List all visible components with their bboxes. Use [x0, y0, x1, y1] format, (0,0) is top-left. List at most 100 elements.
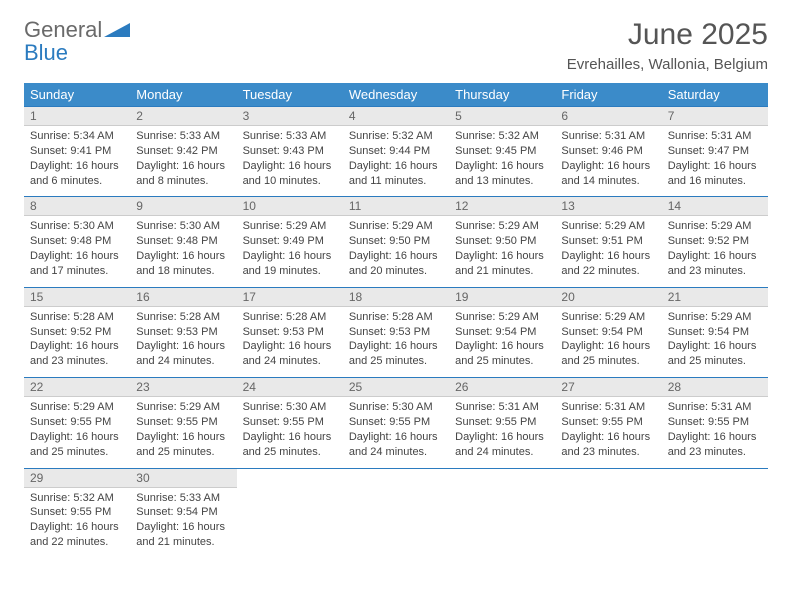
day-detail: Sunrise: 5:29 AMSunset: 9:55 PMDaylight:… [130, 397, 236, 468]
day-number: 26 [449, 378, 555, 397]
day-detail: Sunrise: 5:29 AMSunset: 9:55 PMDaylight:… [24, 397, 130, 468]
brand-text: General Blue [24, 18, 130, 64]
detail-row: Sunrise: 5:32 AMSunset: 9:55 PMDaylight:… [24, 487, 768, 558]
page-header: General Blue June 2025 Evrehailles, Wall… [24, 18, 768, 73]
empty-cell [237, 487, 343, 558]
day-detail: Sunrise: 5:34 AMSunset: 9:41 PMDaylight:… [24, 126, 130, 197]
day-number: 30 [130, 468, 236, 487]
day-detail: Sunrise: 5:29 AMSunset: 9:49 PMDaylight:… [237, 216, 343, 287]
empty-cell [662, 468, 768, 487]
day-detail: Sunrise: 5:33 AMSunset: 9:43 PMDaylight:… [237, 126, 343, 197]
detail-row: Sunrise: 5:28 AMSunset: 9:52 PMDaylight:… [24, 306, 768, 377]
day-number: 25 [343, 378, 449, 397]
day-detail: Sunrise: 5:28 AMSunset: 9:53 PMDaylight:… [343, 306, 449, 377]
daynum-row: 15161718192021 [24, 287, 768, 306]
day-number: 19 [449, 287, 555, 306]
weekday-header: Friday [555, 83, 661, 107]
weekday-header: Sunday [24, 83, 130, 107]
empty-cell [662, 487, 768, 558]
day-detail: Sunrise: 5:28 AMSunset: 9:53 PMDaylight:… [237, 306, 343, 377]
weekday-header: Thursday [449, 83, 555, 107]
day-number: 12 [449, 197, 555, 216]
day-number: 24 [237, 378, 343, 397]
day-number: 5 [449, 107, 555, 126]
day-number: 18 [343, 287, 449, 306]
day-detail: Sunrise: 5:31 AMSunset: 9:47 PMDaylight:… [662, 126, 768, 197]
day-detail: Sunrise: 5:32 AMSunset: 9:55 PMDaylight:… [24, 487, 130, 558]
day-detail: Sunrise: 5:31 AMSunset: 9:55 PMDaylight:… [449, 397, 555, 468]
weekday-header: Monday [130, 83, 236, 107]
day-number: 7 [662, 107, 768, 126]
day-detail: Sunrise: 5:29 AMSunset: 9:52 PMDaylight:… [662, 216, 768, 287]
day-number: 16 [130, 287, 236, 306]
day-detail: Sunrise: 5:33 AMSunset: 9:54 PMDaylight:… [130, 487, 236, 558]
day-number: 3 [237, 107, 343, 126]
page-title: June 2025 [567, 18, 768, 52]
day-detail: Sunrise: 5:31 AMSunset: 9:46 PMDaylight:… [555, 126, 661, 197]
day-detail: Sunrise: 5:30 AMSunset: 9:55 PMDaylight:… [343, 397, 449, 468]
day-detail: Sunrise: 5:29 AMSunset: 9:54 PMDaylight:… [662, 306, 768, 377]
day-number: 13 [555, 197, 661, 216]
daynum-row: 2930 [24, 468, 768, 487]
day-number: 8 [24, 197, 130, 216]
day-number: 23 [130, 378, 236, 397]
day-number: 11 [343, 197, 449, 216]
calendar-table: SundayMondayTuesdayWednesdayThursdayFrid… [24, 83, 768, 558]
brand-part2: Blue [24, 40, 68, 65]
weekday-header: Tuesday [237, 83, 343, 107]
day-number: 22 [24, 378, 130, 397]
day-number: 4 [343, 107, 449, 126]
day-detail: Sunrise: 5:32 AMSunset: 9:44 PMDaylight:… [343, 126, 449, 197]
detail-row: Sunrise: 5:29 AMSunset: 9:55 PMDaylight:… [24, 397, 768, 468]
day-detail: Sunrise: 5:30 AMSunset: 9:55 PMDaylight:… [237, 397, 343, 468]
empty-cell [449, 468, 555, 487]
weekday-header: Wednesday [343, 83, 449, 107]
day-detail: Sunrise: 5:28 AMSunset: 9:52 PMDaylight:… [24, 306, 130, 377]
empty-cell [555, 487, 661, 558]
day-detail: Sunrise: 5:31 AMSunset: 9:55 PMDaylight:… [662, 397, 768, 468]
daynum-row: 22232425262728 [24, 378, 768, 397]
day-detail: Sunrise: 5:29 AMSunset: 9:54 PMDaylight:… [555, 306, 661, 377]
calendar-head: SundayMondayTuesdayWednesdayThursdayFrid… [24, 83, 768, 107]
day-number: 6 [555, 107, 661, 126]
daynum-row: 891011121314 [24, 197, 768, 216]
day-detail: Sunrise: 5:29 AMSunset: 9:51 PMDaylight:… [555, 216, 661, 287]
day-detail: Sunrise: 5:29 AMSunset: 9:50 PMDaylight:… [449, 216, 555, 287]
day-detail: Sunrise: 5:32 AMSunset: 9:45 PMDaylight:… [449, 126, 555, 197]
day-number: 14 [662, 197, 768, 216]
day-detail: Sunrise: 5:30 AMSunset: 9:48 PMDaylight:… [130, 216, 236, 287]
day-detail: Sunrise: 5:29 AMSunset: 9:54 PMDaylight:… [449, 306, 555, 377]
day-number: 21 [662, 287, 768, 306]
brand-part1: General [24, 17, 102, 42]
weekday-header: Saturday [662, 83, 768, 107]
day-number: 27 [555, 378, 661, 397]
empty-cell [449, 487, 555, 558]
empty-cell [237, 468, 343, 487]
empty-cell [343, 468, 449, 487]
day-number: 1 [24, 107, 130, 126]
daynum-row: 1234567 [24, 107, 768, 126]
day-detail: Sunrise: 5:28 AMSunset: 9:53 PMDaylight:… [130, 306, 236, 377]
day-number: 2 [130, 107, 236, 126]
day-number: 15 [24, 287, 130, 306]
day-number: 9 [130, 197, 236, 216]
day-number: 29 [24, 468, 130, 487]
brand-logo: General Blue [24, 18, 130, 64]
day-detail: Sunrise: 5:30 AMSunset: 9:48 PMDaylight:… [24, 216, 130, 287]
weekday-row: SundayMondayTuesdayWednesdayThursdayFrid… [24, 83, 768, 107]
brand-triangle-icon [104, 19, 130, 37]
day-detail: Sunrise: 5:33 AMSunset: 9:42 PMDaylight:… [130, 126, 236, 197]
title-block: June 2025 Evrehailles, Wallonia, Belgium [567, 18, 768, 73]
day-number: 10 [237, 197, 343, 216]
day-detail: Sunrise: 5:29 AMSunset: 9:50 PMDaylight:… [343, 216, 449, 287]
detail-row: Sunrise: 5:30 AMSunset: 9:48 PMDaylight:… [24, 216, 768, 287]
empty-cell [343, 487, 449, 558]
detail-row: Sunrise: 5:34 AMSunset: 9:41 PMDaylight:… [24, 126, 768, 197]
day-number: 28 [662, 378, 768, 397]
location-text: Evrehailles, Wallonia, Belgium [567, 56, 768, 73]
empty-cell [555, 468, 661, 487]
day-number: 20 [555, 287, 661, 306]
day-detail: Sunrise: 5:31 AMSunset: 9:55 PMDaylight:… [555, 397, 661, 468]
day-number: 17 [237, 287, 343, 306]
calendar-body: 1234567Sunrise: 5:34 AMSunset: 9:41 PMDa… [24, 107, 768, 558]
